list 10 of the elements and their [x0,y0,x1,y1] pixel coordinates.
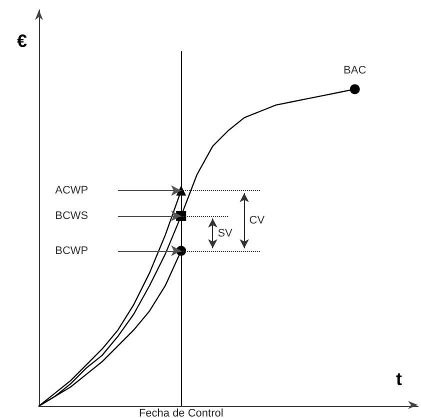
annotation: BAC [344,64,366,77]
x-axis-title: t [396,369,402,389]
annotation: BCWS [55,210,88,222]
annotation: SV [218,227,234,240]
annotation: BCWP [55,244,88,257]
point [350,84,360,94]
annotation: ACWP [55,184,88,197]
annotation: CV [249,214,266,227]
text: Fecha de Control [138,408,224,418]
y-axis-title: € [16,31,27,51]
